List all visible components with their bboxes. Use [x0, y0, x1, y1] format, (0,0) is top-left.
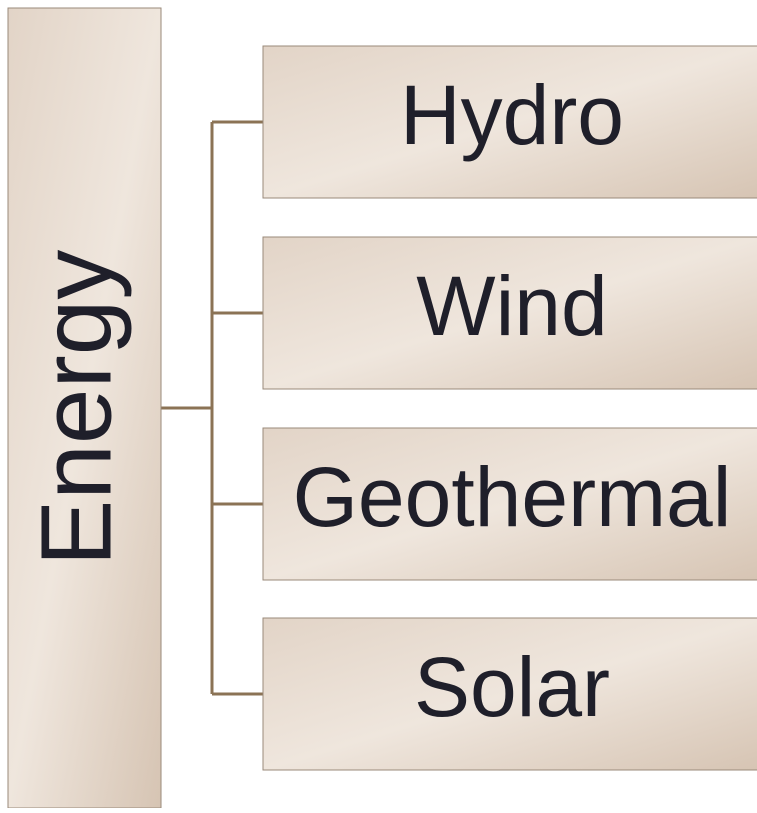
node-label: Hydro	[400, 68, 624, 162]
node-box	[262, 236, 757, 390]
root-box	[7, 7, 162, 809]
node-label: Geothermal	[293, 450, 732, 544]
node-box	[262, 617, 757, 771]
root-label: Energy	[20, 250, 132, 567]
node-box	[262, 45, 757, 199]
node-box	[262, 427, 757, 581]
nodes: Hydro Wind Geothermal Solar	[262, 45, 757, 771]
node-label: Solar	[414, 640, 610, 734]
connectors	[161, 120, 263, 696]
node-label: Wind	[416, 259, 607, 353]
